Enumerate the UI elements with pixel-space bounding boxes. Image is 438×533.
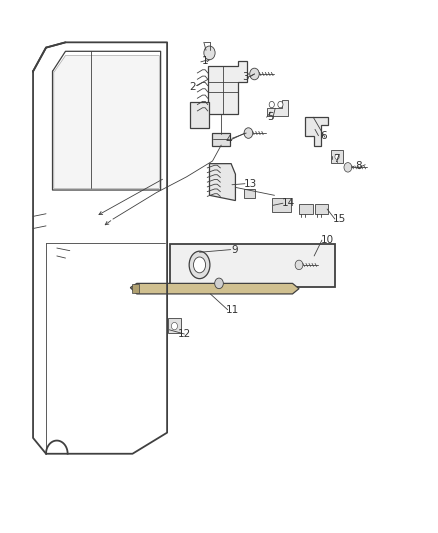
Circle shape	[344, 163, 352, 172]
Ellipse shape	[189, 251, 210, 279]
FancyBboxPatch shape	[272, 198, 291, 212]
Circle shape	[171, 322, 177, 330]
FancyBboxPatch shape	[332, 150, 343, 163]
Circle shape	[244, 128, 253, 139]
FancyBboxPatch shape	[212, 133, 230, 146]
Circle shape	[250, 68, 259, 80]
Text: 7: 7	[333, 155, 340, 164]
FancyBboxPatch shape	[244, 190, 255, 198]
Text: 1: 1	[202, 56, 208, 66]
Text: 3: 3	[243, 71, 249, 82]
Text: 6: 6	[320, 131, 327, 141]
Polygon shape	[54, 55, 159, 189]
FancyBboxPatch shape	[170, 244, 335, 287]
Circle shape	[204, 46, 215, 60]
Ellipse shape	[194, 257, 205, 273]
Text: 8: 8	[355, 161, 361, 171]
Polygon shape	[304, 117, 328, 146]
FancyBboxPatch shape	[314, 204, 328, 214]
Text: 11: 11	[225, 305, 239, 315]
Text: 12: 12	[178, 329, 191, 339]
Text: 4: 4	[225, 135, 232, 145]
Circle shape	[335, 154, 339, 159]
Text: 2: 2	[189, 82, 195, 92]
Text: 14: 14	[282, 198, 295, 208]
FancyBboxPatch shape	[190, 102, 209, 128]
Circle shape	[269, 101, 274, 108]
Circle shape	[295, 260, 303, 270]
Circle shape	[278, 101, 283, 108]
Text: 10: 10	[321, 235, 334, 245]
Text: 13: 13	[244, 179, 257, 189]
Text: 15: 15	[332, 214, 346, 224]
Text: 9: 9	[232, 245, 238, 255]
Polygon shape	[267, 100, 288, 116]
FancyBboxPatch shape	[168, 318, 181, 334]
Polygon shape	[208, 61, 247, 114]
Polygon shape	[209, 164, 236, 200]
FancyBboxPatch shape	[132, 285, 139, 293]
FancyBboxPatch shape	[299, 204, 313, 214]
Polygon shape	[131, 284, 299, 294]
Text: 5: 5	[268, 112, 274, 122]
Circle shape	[215, 278, 223, 289]
